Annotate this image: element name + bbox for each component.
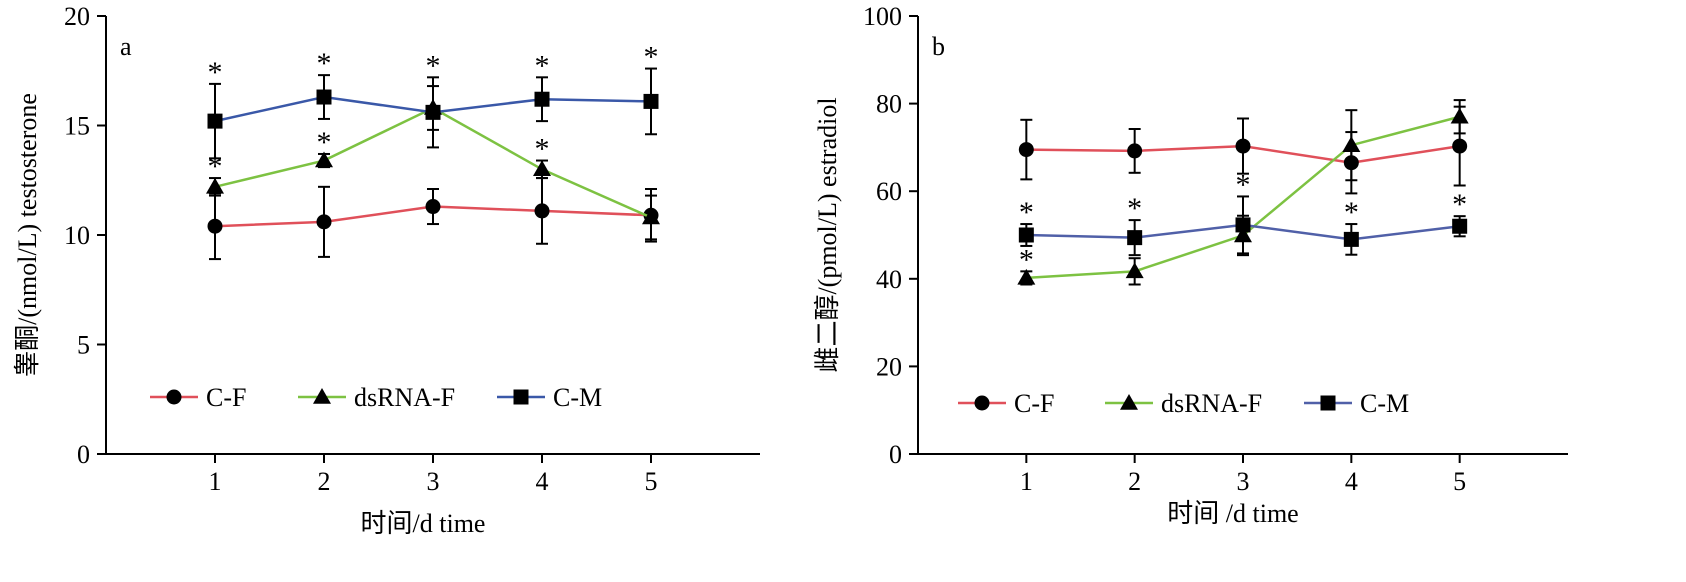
x-tick-label: 3 <box>1237 467 1250 496</box>
data-point <box>1235 217 1251 233</box>
data-point <box>316 214 332 230</box>
data-point <box>534 91 550 107</box>
data-point <box>315 151 333 168</box>
x-tick-label: 4 <box>1345 467 1358 496</box>
series-c-m: * * * * * <box>207 41 659 160</box>
legend-label: C-F <box>206 383 246 412</box>
data-point <box>1018 142 1034 158</box>
x-tick-label: 1 <box>1020 467 1033 496</box>
y-tick-label: 5 <box>77 331 90 360</box>
legend-marker <box>1120 394 1138 410</box>
data-point <box>1018 227 1034 243</box>
data-point <box>1235 138 1251 154</box>
significance-star: * <box>1236 168 1251 201</box>
data-point <box>533 160 551 177</box>
data-point <box>1127 143 1143 159</box>
y-tick-label: 20 <box>64 2 90 31</box>
significance-star: * <box>208 56 223 89</box>
significance-star: * <box>1452 188 1467 221</box>
significance-star: * <box>317 126 332 159</box>
data-point <box>1342 136 1361 152</box>
x-tick-label: 4 <box>536 467 549 496</box>
y-tick-label: 0 <box>889 440 902 469</box>
series-c-f <box>207 177 659 261</box>
data-point <box>207 113 223 129</box>
x-tick-label: 3 <box>427 467 440 496</box>
significance-star: * <box>1344 196 1359 229</box>
data-point <box>425 199 441 215</box>
x-tick-label: 2 <box>318 467 331 496</box>
data-point <box>1450 107 1469 124</box>
y-tick-label: 10 <box>64 221 90 250</box>
data-point <box>1125 262 1144 279</box>
legend-marker <box>166 389 182 405</box>
series-c-m: * * * * * <box>1018 168 1468 257</box>
significance-star: * <box>1127 192 1142 225</box>
y-tick-label: 0 <box>77 440 90 469</box>
data-point <box>1452 138 1468 154</box>
significance-star: * <box>1019 243 1034 276</box>
data-point <box>642 208 660 225</box>
data-point <box>534 203 550 219</box>
significance-star: * <box>535 133 550 166</box>
panel-a-chart: 0 5 10 15 20 1 2 3 4 5 时间/d time 睾酮/(nmol/L) testos… <box>13 2 760 538</box>
data-point <box>425 104 441 120</box>
legend-entry-dsrna-f: dsRNA-F <box>298 383 455 412</box>
x-tick-label: 2 <box>1128 467 1141 496</box>
y-tick-label: 60 <box>876 177 902 206</box>
legend-marker <box>513 389 529 405</box>
legend-marker <box>974 395 990 411</box>
data-point <box>643 93 659 109</box>
panel-label: a <box>120 32 132 61</box>
panel-b-chart: 0 20 40 60 80 100 1 2 3 4 5 时间 /d time 雌二醇/(pmol/L) … <box>813 2 1568 528</box>
legend-label: C-M <box>553 383 602 412</box>
data-point <box>316 89 332 105</box>
data-point <box>1017 268 1036 285</box>
data-point <box>1343 231 1359 247</box>
significance-star: * <box>426 49 441 82</box>
legend-entry-c-m: C-M <box>497 383 602 412</box>
legend-label: dsRNA-F <box>354 383 455 412</box>
y-tick-label: 40 <box>876 265 902 294</box>
significance-star: * <box>644 41 659 74</box>
legend-label: C-F <box>1014 389 1054 418</box>
y-axis-title: 睾酮/(nmol/L) testosterone <box>13 93 42 377</box>
significance-star: * <box>535 49 550 82</box>
x-axis-title: 时间 /d time <box>1167 499 1298 528</box>
legend-entry-c-m: C-M <box>1304 389 1409 418</box>
legend-marker <box>1320 395 1336 411</box>
x-tick-label: 5 <box>645 467 658 496</box>
y-tick-label: 100 <box>863 2 902 31</box>
legend-entry-c-f: C-F <box>150 383 246 412</box>
legend-entry-dsrna-f: dsRNA-F <box>1105 389 1262 418</box>
data-point <box>1127 230 1143 246</box>
x-axis-title: 时间/d time <box>361 509 486 538</box>
panel-label: b <box>932 32 945 61</box>
data-point <box>207 218 223 234</box>
y-tick-label: 15 <box>64 112 90 141</box>
legend-label: dsRNA-F <box>1161 389 1262 418</box>
significance-star: * <box>1019 196 1034 229</box>
legend-marker <box>313 388 331 404</box>
y-tick-label: 80 <box>876 90 902 119</box>
x-tick-label: 1 <box>209 467 222 496</box>
legend-label: C-M <box>1360 389 1409 418</box>
significance-star: * <box>317 47 332 80</box>
y-tick-label: 20 <box>876 352 902 381</box>
data-point <box>206 177 224 194</box>
x-tick-label: 5 <box>1453 467 1466 496</box>
legend-entry-c-f: C-F <box>958 389 1054 418</box>
y-axis-title: 雌二醇/(pmol/L) estradiol <box>813 97 842 372</box>
data-point <box>1452 218 1468 234</box>
